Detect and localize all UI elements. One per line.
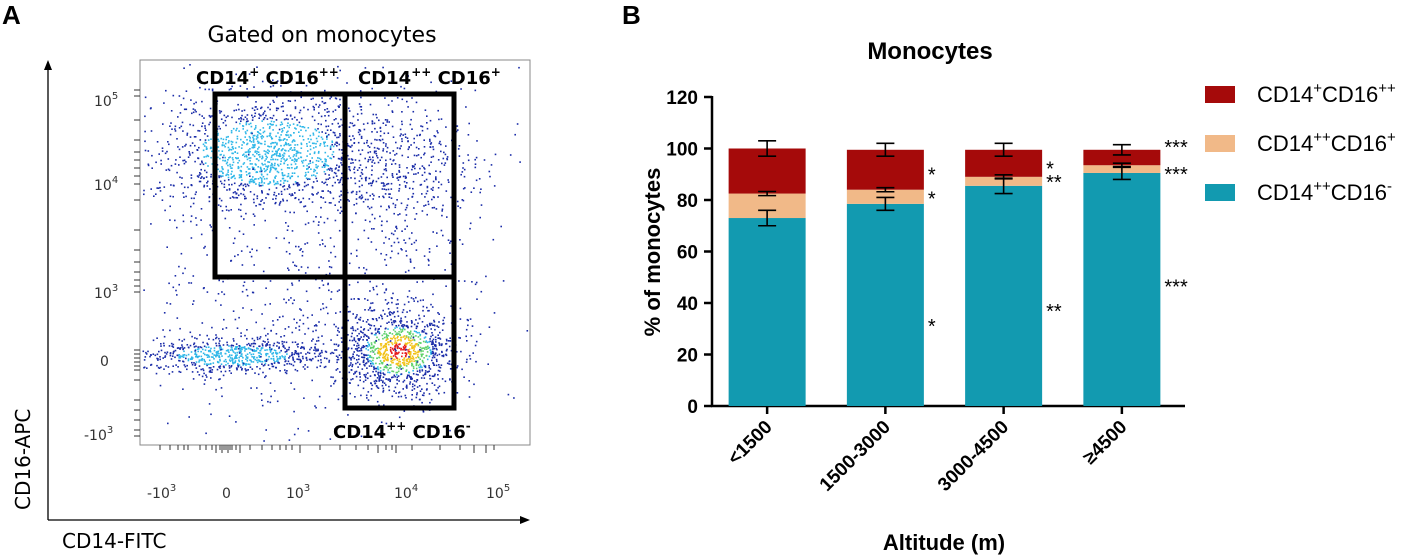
legend-label: CD14+CD16++ <box>1257 80 1396 107</box>
significance-marker: *** <box>1164 137 1188 159</box>
chart-significance: ***************** <box>928 137 1188 338</box>
chart-y-axis-title: % of monocytes <box>640 168 665 337</box>
legend-label: CD14++CD16- <box>1257 178 1392 205</box>
legend-swatch <box>1205 135 1235 152</box>
gate-label-top-left: CD14+ CD16++ <box>196 65 339 89</box>
y-tick-label: 100 <box>666 140 698 161</box>
panel-b-letter: B <box>622 0 641 30</box>
y-tick-label: 20 <box>677 346 698 367</box>
significance-marker: ** <box>1046 172 1062 194</box>
facs-y-tick: 103 <box>94 283 118 302</box>
y-tick-label: 0 <box>687 397 698 418</box>
chart-error-bars <box>758 139 1131 227</box>
significance-marker: *** <box>1164 276 1188 298</box>
facs-y-tick: 0 <box>100 354 109 370</box>
legend-swatch <box>1205 184 1235 201</box>
bar-segment <box>1083 149 1161 166</box>
significance-marker: ** <box>1046 301 1062 323</box>
y-tick-label: 80 <box>677 191 698 212</box>
bar-segment <box>846 203 924 406</box>
facs-y-tick-labels: 105 104 103 0 -103 <box>84 91 118 444</box>
facs-density-plot <box>142 64 529 442</box>
x-tick-label: 1500-3000 <box>816 417 895 496</box>
legend-swatch <box>1205 86 1235 103</box>
chart-y-tick-labels: 0 20 40 60 80 100 120 <box>666 88 698 418</box>
bar-segment <box>728 218 806 406</box>
panel-a-letter: A <box>2 0 21 30</box>
y-tick-label: 40 <box>677 294 698 315</box>
facs-x-tick: 103 <box>286 483 310 502</box>
legend-label: CD14++CD16+ <box>1257 129 1396 156</box>
significance-marker: * <box>928 189 936 211</box>
facs-y-tick: -103 <box>84 425 113 444</box>
chart-bars <box>728 148 1161 406</box>
x-tick-label: ≥4500 <box>1079 417 1131 469</box>
facs-x-tick-labels: -103 0 103 104 105 <box>147 483 510 502</box>
chart-legend: CD14+CD16++ CD14++CD16+ CD14++CD16- <box>1205 80 1396 205</box>
facs-y-axis-title: CD16-APC <box>11 409 35 510</box>
bar-segment <box>965 185 1043 406</box>
significance-marker: *** <box>1164 164 1188 186</box>
facs-x-tick: 104 <box>394 483 418 502</box>
chart-title: Monocytes <box>867 38 992 65</box>
significance-marker: * <box>1046 158 1054 180</box>
facs-x-axis-title: CD14-FITC <box>62 529 166 553</box>
y-tick-label: 60 <box>677 243 698 264</box>
significance-marker: * <box>928 316 936 338</box>
facs-x-tick: 105 <box>486 483 510 502</box>
facs-title: Gated on monocytes <box>207 23 436 48</box>
facs-y-tick: 105 <box>94 91 118 110</box>
facs-minor-ticks <box>134 89 495 453</box>
gate-label-bottom-right: CD14++ CD16- <box>333 419 471 443</box>
y-tick-label: 120 <box>666 88 698 109</box>
significance-marker: * <box>928 165 936 187</box>
facs-x-tick: 0 <box>222 486 231 502</box>
facs-gates <box>212 91 457 411</box>
gate-label-top-right: CD14++ CD16+ <box>358 65 501 89</box>
gate-bottom-right <box>342 274 457 411</box>
bar-segment <box>1083 172 1161 406</box>
chart-x-tick-labels: <1500 1500-3000 3000-4500 ≥4500 <box>724 417 1131 496</box>
x-tick-label: <1500 <box>724 417 777 470</box>
facs-x-tick: -103 <box>147 483 176 502</box>
facs-y-tick: 104 <box>94 175 118 194</box>
x-tick-label: 3000-4500 <box>934 417 1013 496</box>
chart-x-axis-title: Altitude (m) <box>883 530 1005 555</box>
facs-axes <box>44 59 531 524</box>
